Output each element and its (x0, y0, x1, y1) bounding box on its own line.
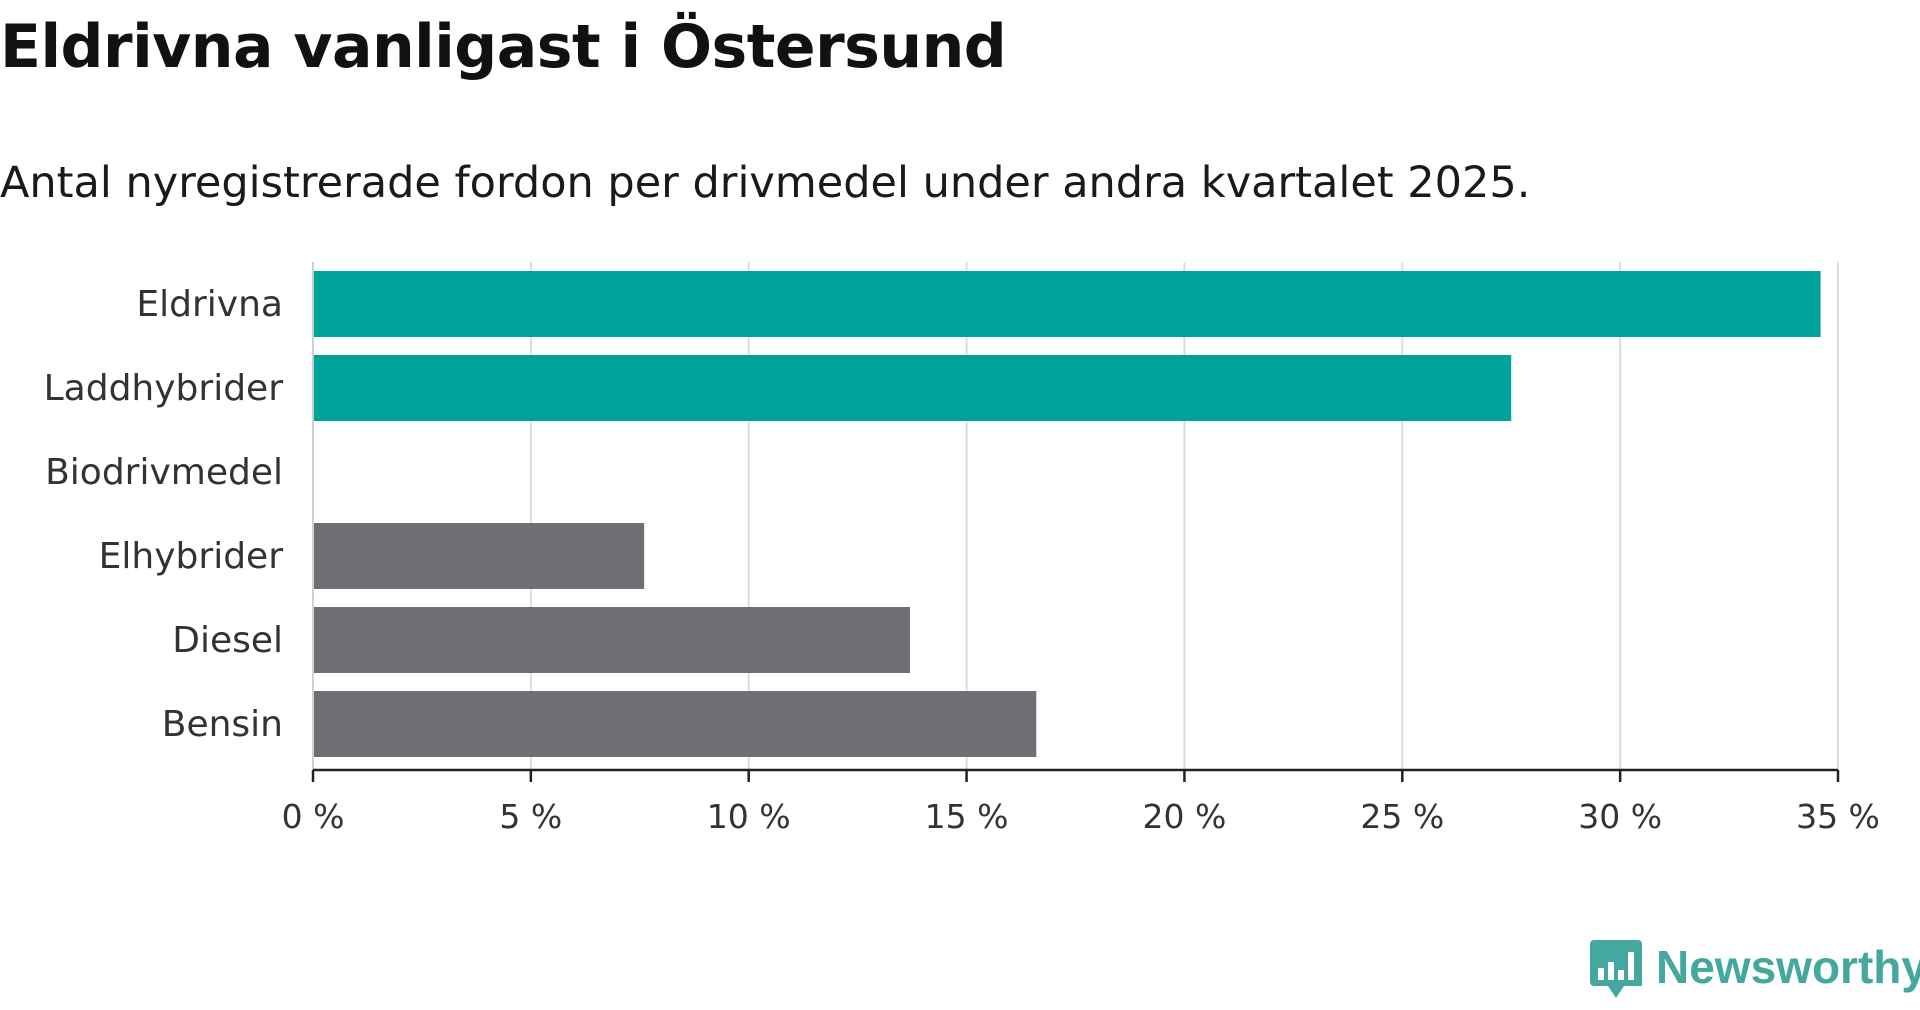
chart-subtitle: Antal nyregistrerade fordon per drivmede… (0, 158, 1531, 208)
category-label: Diesel (172, 620, 283, 661)
bar-diesel (313, 607, 910, 673)
chart-title: Eldrivna vanligast i Östersund (0, 12, 1007, 82)
brand-name: Newsworthy (1656, 941, 1920, 993)
category-label: Eldrivna (136, 284, 283, 325)
x-tick-label: 5 % (499, 797, 562, 836)
x-tick-label: 10 % (707, 797, 791, 836)
x-tick-label: 0 % (282, 797, 345, 836)
x-axis: 0 % 5 % 10 % 15 % 20 % 25 % 30 % 35 % (282, 262, 1880, 836)
x-tick-label: 30 % (1578, 797, 1662, 836)
x-tick-label: 35 % (1796, 797, 1880, 836)
newsworthy-logo: Newsworthy (1590, 930, 1920, 1010)
x-tick-label: 15 % (925, 797, 1009, 836)
bars (313, 271, 1821, 757)
bar-elhybrider (313, 523, 645, 589)
x-tick-label: 25 % (1360, 797, 1444, 836)
category-label: Laddhybrider (44, 368, 284, 409)
gridlines (529, 262, 1839, 770)
x-tick-label: 20 % (1143, 797, 1227, 836)
category-label: Biodrivmedel (45, 452, 283, 493)
bar-chart-logo-icon (1590, 940, 1642, 998)
category-label: Elhybrider (99, 536, 284, 577)
bar-bensin (313, 691, 1037, 757)
category-labels: Eldrivna Laddhybrider Biodrivmedel Elhybrid… (44, 284, 284, 745)
category-label: Bensin (162, 704, 283, 745)
bar-laddhybrider (313, 355, 1512, 421)
bar-eldrivna (313, 271, 1821, 337)
